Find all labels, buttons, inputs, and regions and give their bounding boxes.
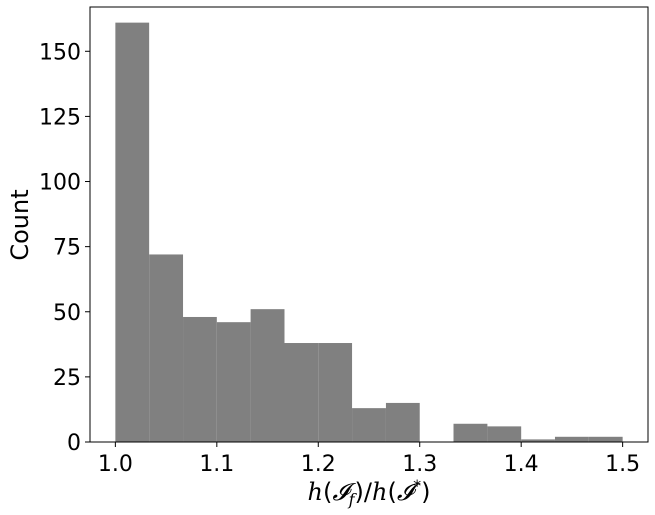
histogram-bar	[385, 402, 420, 442]
histogram-bar	[149, 254, 184, 442]
y-tick-label: 150	[39, 40, 81, 65]
histogram-bar	[250, 309, 285, 442]
histogram-bar	[554, 436, 589, 442]
histogram-bar	[453, 423, 488, 442]
histogram-bar	[115, 22, 150, 442]
plot-frame	[89, 6, 649, 443]
histogram-bar	[588, 436, 623, 442]
x-tick-label: 1.3	[402, 452, 437, 477]
y-tick-label: 125	[39, 105, 81, 130]
y-axis-ticks: 0 25 50 75 100 125 150	[39, 40, 90, 456]
histogram-bar	[183, 316, 217, 442]
y-axis-label: Count	[6, 189, 34, 260]
histogram-bars	[115, 22, 623, 442]
y-tick-label: 25	[53, 366, 81, 391]
y-tick-label: 75	[53, 236, 81, 261]
histogram-bar	[352, 408, 386, 442]
x-axis-ticks: 1.0 1.1 1.2 1.3 1.4 1.5	[98, 442, 640, 477]
y-tick-label: 100	[39, 171, 81, 196]
x-tick-label: 1.1	[199, 452, 234, 477]
x-tick-label: 1.2	[301, 452, 336, 477]
histogram-bar	[284, 343, 319, 442]
y-tick-label: 50	[53, 301, 81, 326]
histogram-bar	[318, 343, 353, 442]
histogram-bar	[216, 322, 251, 442]
x-tick-label: 1.4	[504, 452, 539, 477]
y-tick-label: 0	[67, 431, 81, 456]
histogram-bar	[521, 439, 555, 442]
x-tick-label: 1.0	[98, 452, 133, 477]
x-axis-label: h(𝓘f)/h(𝓘*)	[308, 476, 431, 509]
histogram-bar	[487, 426, 522, 442]
x-tick-label: 1.5	[605, 452, 640, 477]
